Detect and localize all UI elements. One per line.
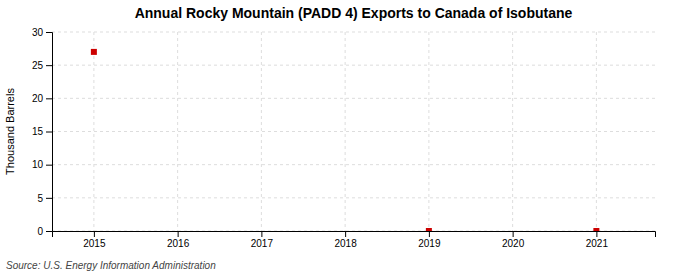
tick: 0: [37, 226, 52, 237]
point: [593, 228, 599, 231]
plot: 2015 2016 2017 2018 2019 2020 2021 0 5 10 15 20 25 30: [32, 27, 656, 249]
chart: 2015 2016 2017 2018 2019 2020 2021 0 5 10 15 20 25 30…: [0, 0, 675, 275]
tick-mark: [46, 132, 52, 133]
grid-line: [261, 32, 262, 231]
points: [91, 49, 600, 231]
tick-mark: [46, 32, 52, 33]
tick: 2015: [83, 231, 106, 249]
tick-mark: [46, 65, 52, 66]
tick: 2020: [502, 231, 525, 249]
tick: 25: [32, 60, 52, 71]
tick-mark: [46, 98, 52, 99]
grid-line: [177, 32, 178, 231]
tick-label: 2019: [418, 238, 441, 249]
tick: 2021: [586, 231, 609, 249]
tick-label: 30: [32, 27, 44, 38]
grid-line: [93, 32, 94, 231]
point: [426, 228, 432, 231]
tick-mark: [429, 231, 430, 237]
tick-label: 20: [32, 93, 44, 104]
tick: 30: [32, 27, 52, 38]
title: Annual Rocky Mountain (PADD 4) Exports t…: [135, 5, 573, 21]
axis-line: [46, 33, 53, 232]
tick-mark: [513, 231, 514, 237]
tick-mark: [46, 198, 52, 199]
source: Source: U.S. Energy Information Administ…: [6, 260, 216, 271]
y-axis: 0 5 10 15 20 25 30: [32, 27, 53, 237]
tick-mark: [46, 231, 52, 232]
tick-mark: [596, 231, 597, 237]
tick: 2019: [418, 231, 441, 249]
tick-label: 2016: [167, 238, 190, 249]
tick-mark: [178, 231, 179, 237]
y-axis-title: Thousand Barrels: [4, 88, 16, 175]
grid-line: [52, 197, 655, 198]
x-axis: 2015 2016 2017 2018 2019 2020 2021: [53, 231, 656, 249]
tick-label: 15: [32, 126, 44, 137]
tick-label: 5: [37, 193, 43, 204]
tick-label: 25: [32, 60, 44, 71]
tick-label: 2018: [335, 238, 358, 249]
grid-line: [596, 32, 597, 231]
tick-label: 2015: [83, 238, 106, 249]
tick-label: 0: [37, 226, 43, 237]
tick-label: 2020: [502, 238, 525, 249]
tick: 10: [32, 159, 52, 170]
tick: 2017: [251, 231, 274, 249]
grid-line: [52, 32, 655, 33]
grid-line: [52, 65, 655, 66]
tick-label: 2017: [251, 238, 274, 249]
point: [91, 49, 97, 55]
tick: 2016: [167, 231, 190, 249]
tick-mark: [94, 231, 95, 237]
tick: 20: [32, 93, 52, 104]
grid-line: [52, 131, 655, 132]
tick: 5: [37, 193, 52, 204]
grid-line: [428, 32, 429, 231]
tick-mark: [345, 231, 346, 237]
tick: 15: [32, 126, 52, 137]
axis-line: [53, 232, 656, 238]
grid-line: [52, 164, 655, 165]
tick-mark: [261, 231, 262, 237]
grid-line: [512, 32, 513, 231]
tick-label: 10: [32, 159, 44, 170]
tick: 2018: [335, 231, 358, 249]
tick-label: 2021: [586, 238, 609, 249]
tick-mark: [46, 165, 52, 166]
grid-line: [52, 98, 655, 99]
grid: [52, 32, 655, 231]
grid-line: [345, 32, 346, 231]
